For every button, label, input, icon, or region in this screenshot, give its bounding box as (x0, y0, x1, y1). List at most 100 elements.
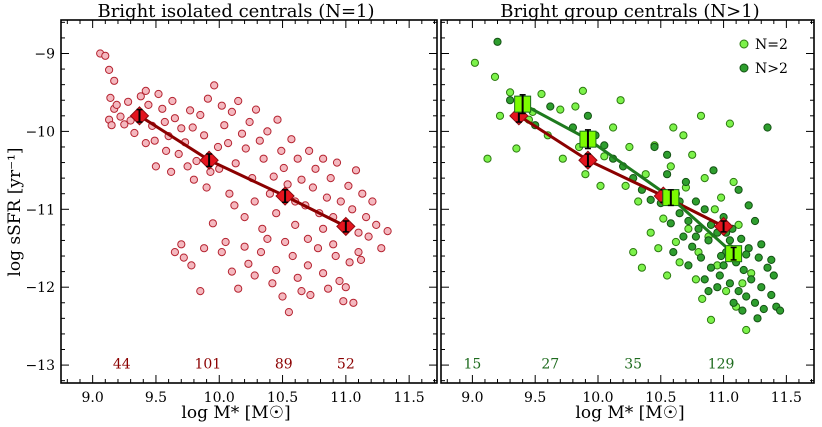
data-point-ngt2 (757, 283, 766, 292)
data-point (272, 265, 281, 275)
data-point-n2 (556, 105, 565, 114)
data-point (224, 139, 233, 148)
data-point-ngt2 (583, 111, 593, 120)
legend-marker-n2 (739, 39, 749, 49)
data-point (188, 123, 197, 132)
data-point-ngt2 (717, 251, 726, 261)
data-point (167, 167, 176, 176)
data-point (273, 115, 282, 124)
data-point-ngt2 (776, 306, 785, 315)
data-point-ngt2 (713, 283, 722, 292)
data-point (192, 156, 201, 166)
data-point (141, 86, 150, 96)
data-point (256, 248, 266, 257)
bin-count-label: 101 (194, 357, 221, 373)
data-point-n2 (495, 111, 505, 120)
x-tick-label: 11.5 (771, 390, 802, 406)
data-point (196, 287, 205, 296)
x-tick-label: 10.5 (645, 390, 676, 406)
data-point (293, 273, 302, 282)
data-point (354, 228, 363, 237)
data-point (187, 261, 196, 270)
data-point (130, 128, 139, 138)
data-point-ngt2 (747, 275, 756, 284)
data-point (200, 131, 209, 140)
data-point (168, 96, 177, 106)
data-point (329, 240, 338, 249)
data-point (258, 224, 267, 233)
data-point (322, 193, 331, 202)
data-point (179, 253, 188, 262)
left-panel: 9.0 9.5 10.0 10.5 11.0 11.5 −9 −10 −11 −12 −13 44 10… (25, 19, 438, 406)
data-point-ngt2 (715, 271, 724, 280)
data-point (251, 105, 261, 114)
data-point-n2 (609, 123, 618, 132)
data-point-n2 (698, 294, 707, 303)
data-point (272, 209, 281, 218)
y-axis-label: log sSFR [yr⁻¹] (5, 147, 25, 276)
data-point (319, 269, 328, 278)
data-point-n2 (725, 119, 735, 128)
data-point (217, 101, 226, 110)
data-point (162, 146, 171, 155)
x-tick-label: 9.0 (461, 390, 483, 406)
data-point (319, 224, 328, 233)
data-point (227, 267, 236, 276)
bin-count-label: 129 (708, 357, 735, 373)
data-point-n2 (738, 279, 747, 288)
data-point (268, 279, 277, 288)
right-panel-title: Bright group centrals (N>1) (500, 1, 759, 22)
data-point-ngt2 (742, 292, 751, 301)
data-point-ngt2 (675, 209, 684, 218)
x-tick-label: 9.5 (524, 390, 546, 406)
data-point-n2 (646, 228, 655, 237)
x-tick-label: 11.0 (330, 390, 361, 406)
data-point (364, 232, 373, 241)
data-point-ngt2 (734, 185, 743, 194)
data-point-n2 (706, 315, 716, 324)
data-point-ngt2 (681, 177, 691, 187)
data-point (269, 172, 278, 181)
left-panel-title: Bright isolated centrals (N=1) (97, 1, 374, 22)
data-point-n2 (629, 248, 638, 257)
data-point (324, 284, 333, 293)
data-point (362, 213, 371, 222)
bin-count-label: 52 (337, 357, 355, 373)
data-point-ngt2 (729, 298, 738, 307)
data-point (354, 248, 363, 257)
data-point-n2 (470, 58, 479, 67)
data-point (196, 110, 205, 120)
x-tick-label: 10.5 (267, 390, 298, 406)
data-point-ngt2 (704, 236, 713, 245)
x-tick-label: 9.5 (145, 390, 167, 406)
data-point-n2 (483, 154, 492, 163)
data-point (250, 197, 259, 206)
x-tick-label: 10.0 (582, 390, 613, 406)
data-point (331, 251, 340, 261)
data-point-n2 (637, 263, 647, 272)
data-point-ngt2 (725, 236, 735, 245)
data-point-ngt2 (750, 298, 760, 307)
data-point-n2 (679, 131, 688, 140)
bin-count-label: 44 (113, 357, 131, 373)
data-point-n2 (581, 170, 590, 179)
data-point (106, 93, 115, 103)
data-point (297, 175, 306, 184)
data-point (339, 297, 348, 306)
data-point-n2 (659, 214, 668, 223)
data-point-n2 (700, 174, 709, 183)
data-point (208, 219, 217, 228)
x-tick-label: 11.0 (708, 390, 739, 406)
data-point-ngt2 (666, 219, 675, 228)
data-point-n2 (691, 275, 701, 284)
data-point (231, 159, 240, 168)
y-tick-label: −9 (34, 46, 55, 62)
data-point-n2 (634, 197, 643, 206)
data-point-ngt2 (737, 234, 746, 243)
data-point-ngt2 (706, 263, 716, 272)
data-point-ngt2 (684, 216, 693, 226)
data-point-ngt2 (763, 123, 772, 132)
median-trend-line (138, 114, 347, 228)
data-point-ngt2 (704, 287, 713, 296)
data-point (263, 234, 272, 243)
